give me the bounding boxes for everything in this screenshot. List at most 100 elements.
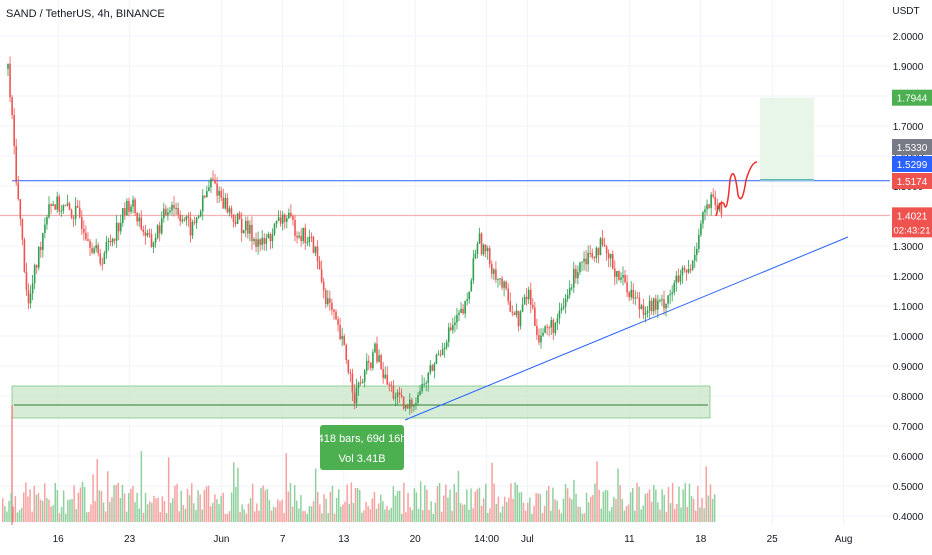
volume-bar: [487, 512, 489, 522]
candle-body: [538, 335, 540, 343]
candle-body: [616, 271, 618, 277]
volume-bar: [646, 492, 649, 522]
time-tick: 16: [53, 534, 65, 545]
volume-bar: [10, 492, 12, 522]
candle-body: [593, 257, 596, 259]
candle-body: [380, 355, 382, 370]
volume-bar: [184, 508, 187, 522]
volume-bar: [260, 487, 262, 522]
candle-body: [509, 301, 512, 312]
volume-bar: [37, 493, 40, 522]
volume-bar: [653, 484, 655, 522]
candle-body: [27, 290, 30, 304]
candle-body: [312, 236, 315, 253]
volume-bar: [130, 488, 132, 522]
candle-body: [160, 218, 163, 234]
time-tick: 11: [624, 534, 635, 545]
volume-bar: [191, 483, 193, 522]
candle-body: [482, 244, 485, 255]
candle-body: [583, 258, 585, 262]
candle-body: [646, 310, 649, 314]
candle-body: [70, 209, 73, 218]
candle-body: [665, 303, 667, 309]
candle-body: [9, 63, 11, 98]
volume-bar: [88, 511, 90, 522]
volume-bar: [579, 506, 581, 522]
volume-bar: [440, 511, 443, 522]
volume-bar: [44, 483, 46, 522]
volume-bar: [522, 502, 525, 522]
candle-body: [347, 360, 350, 373]
price-tick: 0.8000: [893, 392, 924, 403]
candle-body: [343, 336, 345, 345]
volume-bar: [178, 511, 180, 522]
candle-body: [228, 208, 231, 213]
volume-bar: [648, 489, 651, 522]
candle-body: [581, 261, 583, 263]
candle-body: [595, 247, 598, 259]
volume-bar: [277, 499, 279, 522]
price-tick: 1.1000: [893, 302, 924, 313]
volume-bar: [363, 510, 365, 522]
candle-body: [486, 248, 489, 252]
candle-body: [81, 217, 83, 229]
volume-bar: [233, 462, 235, 522]
volume-bar: [48, 499, 50, 522]
volume-bar: [398, 490, 401, 522]
volume-bar: [464, 504, 466, 522]
candle-body: [300, 235, 302, 242]
volume-bar: [140, 451, 143, 522]
volume-bar: [96, 459, 98, 522]
candle-body: [13, 115, 15, 147]
time-tick: 14:00: [474, 534, 499, 545]
projection-path: [715, 161, 758, 217]
volume-bar: [529, 497, 531, 522]
candle-body: [179, 214, 181, 222]
candle-body: [185, 216, 188, 221]
price-tick: 0.6000: [893, 452, 924, 463]
candle-body: [175, 207, 177, 209]
volume-bar: [35, 494, 38, 522]
measure-volume-label: Vol 3.41B: [338, 453, 385, 465]
volume-bar: [83, 487, 86, 522]
candle-body: [156, 225, 159, 239]
volume-bar: [172, 498, 174, 522]
candle-body: [614, 268, 616, 277]
candle-body: [398, 392, 401, 395]
candle-body: [402, 396, 405, 409]
candle-body: [573, 268, 575, 288]
volume-bar: [151, 502, 153, 522]
candle-body: [652, 298, 655, 312]
candle-body: [97, 245, 99, 254]
candle-body: [388, 384, 391, 386]
volume-bar: [287, 491, 290, 522]
volume-bar: [193, 503, 195, 522]
candle-body: [456, 314, 458, 323]
candle-body: [603, 244, 606, 247]
candle-body: [476, 243, 479, 254]
candle-body: [636, 297, 639, 299]
candle-body: [712, 194, 714, 197]
volume-bar: [495, 503, 497, 522]
current-price-bg: [892, 207, 932, 238]
price-tick: 1.2000: [893, 272, 924, 283]
candle-body: [517, 310, 520, 327]
candle-body: [111, 238, 114, 243]
volume-bar: [214, 494, 216, 522]
volume-bar: [33, 485, 35, 522]
candle-body: [458, 312, 460, 315]
volume-bar: [73, 485, 75, 522]
candle-body: [691, 260, 694, 270]
volume-bar: [489, 508, 491, 522]
candle-body: [363, 370, 366, 382]
volume-bar: [596, 461, 598, 522]
candle-body: [46, 217, 48, 225]
candle-body: [306, 242, 309, 244]
volume-bar: [46, 498, 48, 522]
volume-bar: [159, 512, 161, 522]
volume-bar: [293, 485, 296, 522]
volume-bar: [308, 506, 311, 522]
volume-bar: [587, 502, 590, 522]
